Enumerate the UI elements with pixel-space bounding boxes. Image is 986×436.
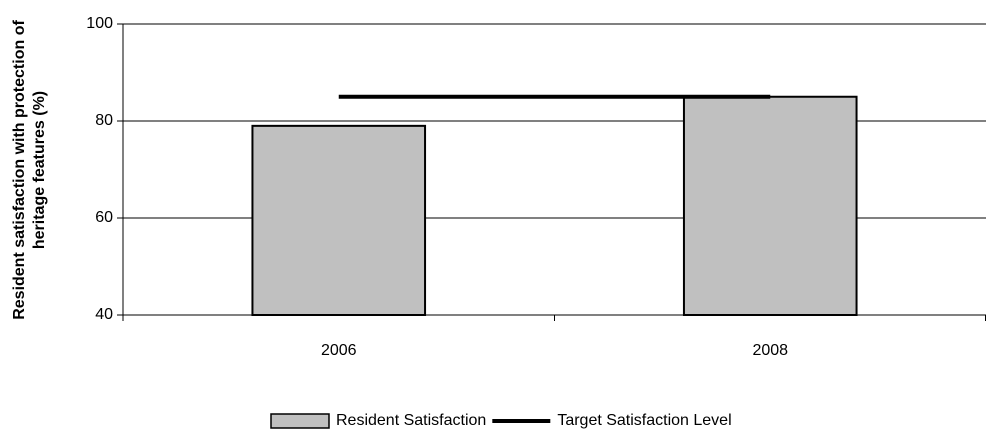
bar [251,124,427,316]
y-axis-title: Resident satisfaction with protection of [11,20,28,320]
y-tick-label: 60 [95,209,113,226]
y-tick-label: 40 [95,306,113,323]
bar [682,95,858,316]
y-tick-label: 80 [95,112,113,129]
legend-label: Target Satisfaction Level [557,412,731,429]
y-tick-label: 100 [86,15,113,32]
legend-label: Resident Satisfaction [336,412,486,429]
x-tick-label: 2008 [752,342,788,359]
y-axis-title: heritage features (%) [31,91,48,249]
legend-swatch [270,413,330,429]
x-tick-label: 2006 [321,342,357,359]
